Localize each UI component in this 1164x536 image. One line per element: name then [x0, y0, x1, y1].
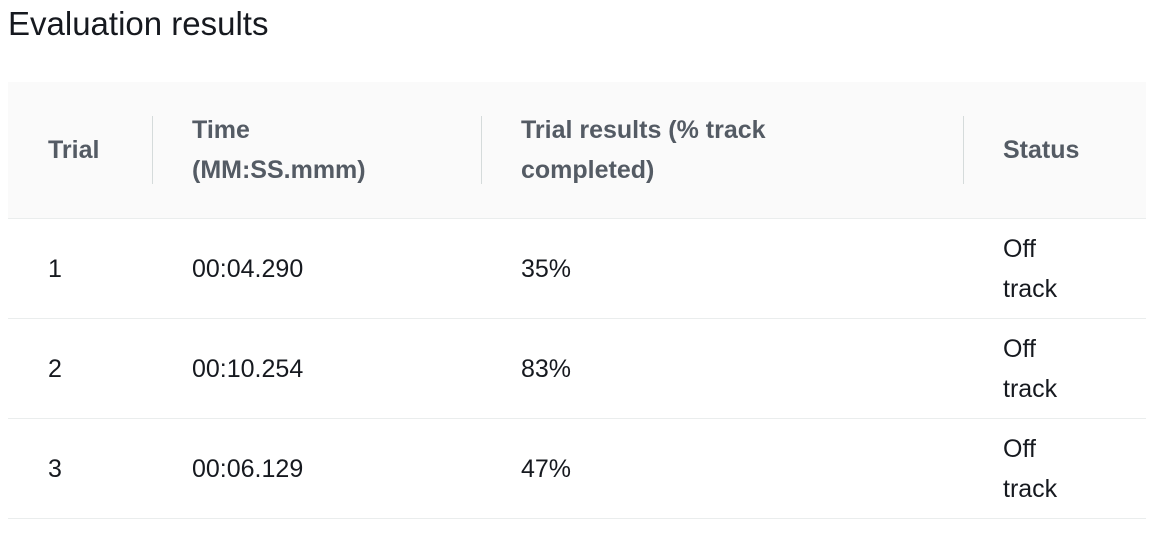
- column-header-label: Trial: [48, 136, 100, 164]
- column-header-trial: Trial: [8, 82, 152, 219]
- result-cell: 83%: [481, 318, 963, 419]
- column-header-label: Time (MM:SS.mmm): [192, 116, 366, 184]
- trial-cell: 1: [8, 218, 152, 319]
- result-cell: 47%: [481, 418, 963, 519]
- column-divider: [152, 116, 153, 184]
- status-text: Off track: [1003, 334, 1058, 403]
- status-text: Off track: [1003, 434, 1058, 503]
- column-header-status: Status: [963, 82, 1146, 219]
- table-header-row: Trial Time (MM:SS.mmm) Trial results (% …: [8, 82, 1146, 219]
- evaluation-results-table: Trial Time (MM:SS.mmm) Trial results (% …: [8, 82, 1146, 519]
- page-title: Evaluation results: [8, 5, 269, 42]
- time-cell: 00:10.254: [152, 318, 481, 419]
- table-row: 3 00:06.129 47% Off track: [8, 418, 1146, 519]
- column-header-label: Trial results (% track completed): [521, 116, 766, 184]
- table-row: 2 00:10.254 83% Off track: [8, 318, 1146, 419]
- result-cell: 35%: [481, 218, 963, 319]
- column-header-trial-results: Trial results (% track completed): [481, 82, 963, 219]
- status-text: Off track: [1003, 234, 1058, 303]
- column-divider: [963, 116, 964, 184]
- column-header-time: Time (MM:SS.mmm): [152, 82, 481, 219]
- trial-cell: 2: [8, 318, 152, 419]
- status-cell: Off track: [963, 318, 1146, 419]
- trial-cell: 3: [8, 418, 152, 519]
- time-cell: 00:06.129: [152, 418, 481, 519]
- status-cell: Off track: [963, 218, 1146, 319]
- time-cell: 00:04.290: [152, 218, 481, 319]
- column-divider: [481, 116, 482, 184]
- table-row: 1 00:04.290 35% Off track: [8, 218, 1146, 319]
- status-cell: Off track: [963, 418, 1146, 519]
- column-header-label: Status: [1003, 136, 1080, 164]
